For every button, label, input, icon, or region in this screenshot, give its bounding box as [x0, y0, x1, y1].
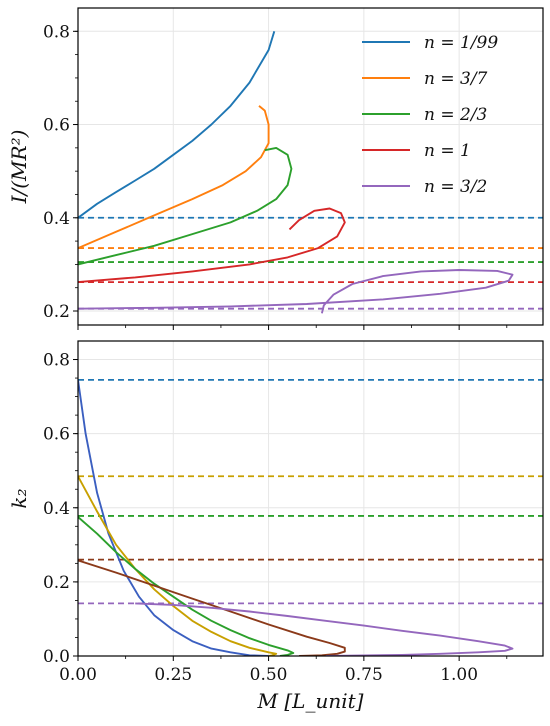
y-tick-label: 0.4 [43, 209, 70, 229]
legend-label: n = 3/7 [424, 69, 488, 89]
y-tick-label: 0.8 [43, 351, 70, 371]
legend-label: n = 1 [424, 141, 471, 161]
x-tick-label: 1.00 [440, 665, 478, 685]
series-line [78, 207, 346, 284]
y-axis-label: k₂ [7, 488, 31, 508]
y-axis-label: I/(MR²) [7, 130, 31, 205]
series-line [78, 146, 293, 266]
legend-label: n = 2/3 [424, 105, 487, 125]
series-line [78, 379, 269, 656]
bottom-panel: 0.0 0.2 0.4 0.6 0.8 0.00 0.25 0.50 0.75 1.00 k₂ M [… [7, 340, 544, 713]
y-tick-label: 0.2 [43, 302, 70, 322]
series-line [78, 269, 514, 314]
y-tick-label: 0.0 [43, 647, 70, 667]
series-line [78, 559, 346, 656]
axes-frame [77, 7, 544, 326]
y-tick-label: 0.6 [43, 116, 70, 136]
y-tick-label: 0.4 [43, 499, 70, 519]
series-line [78, 475, 278, 656]
top-panel: 0.2 0.4 0.6 0.8 I/(MR²) n = 1/99 n = 3/7 n = 2/… [7, 7, 544, 330]
x-tick-label: 0.50 [250, 665, 288, 685]
series-line [78, 516, 295, 656]
y-tick-label: 0.2 [43, 573, 70, 593]
legend-label: n = 1/99 [424, 33, 498, 53]
series-line [78, 31, 276, 219]
axes-frame [77, 340, 544, 657]
x-tick-label: 0.75 [345, 665, 383, 685]
x-axis-label: M [L_unit] [257, 689, 364, 713]
series-line [135, 602, 514, 656]
series-line [78, 105, 270, 249]
y-tick-label: 0.8 [43, 22, 70, 42]
legend-label: n = 3/2 [424, 177, 487, 197]
x-tick-label: 0.25 [154, 665, 192, 685]
y-tick-label: 0.6 [43, 425, 70, 445]
x-tick-label: 0.00 [59, 665, 97, 685]
